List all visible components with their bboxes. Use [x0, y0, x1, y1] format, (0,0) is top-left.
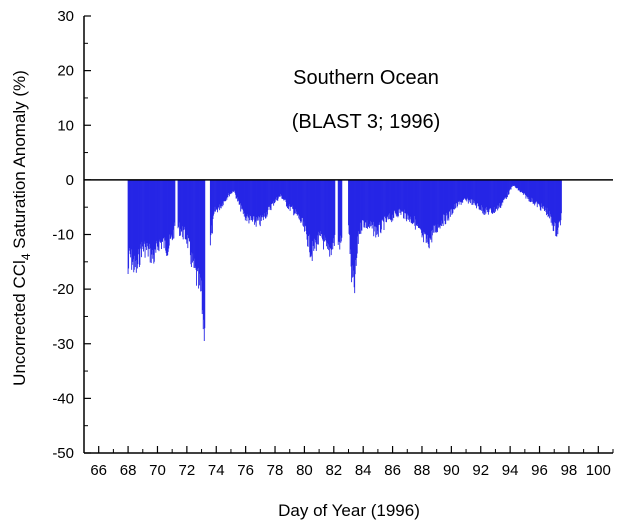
y-tick-label: -50	[52, 445, 74, 462]
chart-subtitle: (BLAST 3; 1996)	[292, 111, 441, 133]
y-tick-label: 30	[57, 8, 74, 25]
x-tick-label: 100	[586, 462, 611, 479]
x-tick-label: 98	[561, 462, 578, 479]
x-tick-label: 88	[414, 462, 431, 479]
x-tick-label: 66	[90, 462, 107, 479]
y-axis-label: Uncorrected CCl4 Saturation Anomaly (%)	[10, 70, 33, 386]
x-tick-label: 78	[267, 462, 284, 479]
bar-series	[127, 179, 562, 342]
y-ticks: -50 -40 -30 -20 -10 0 10 20 30	[52, 8, 91, 462]
x-tick-label: 96	[531, 462, 548, 479]
x-tick-label: 94	[502, 462, 519, 479]
y-tick-label: -30	[52, 336, 74, 353]
chart-title: Southern Ocean	[293, 67, 439, 89]
x-tick-label: 90	[443, 462, 460, 479]
x-ticks: 66 68 70 72 74 76 78 80 82 84 86 88 90 92 94 96 98 100	[90, 446, 614, 479]
y-tick-label: -40	[52, 390, 74, 407]
y-tick-label: -20	[52, 281, 74, 298]
x-tick-label: 84	[355, 462, 372, 479]
x-tick-label: 68	[120, 462, 137, 479]
x-tick-label: 74	[208, 462, 225, 479]
y-tick-label: 20	[57, 63, 74, 80]
y-axis-label-rest: Saturation Anomaly (%)	[10, 70, 29, 253]
y-tick-label: -10	[52, 227, 74, 244]
x-tick-label: 86	[384, 462, 401, 479]
x-tick-label: 72	[179, 462, 196, 479]
y-tick-label: 0	[66, 172, 74, 189]
x-axis-label: Day of Year (1996)	[278, 501, 420, 520]
x-tick-label: 76	[237, 462, 254, 479]
y-axis-label-main: Uncorrected CCl	[10, 260, 29, 386]
x-tick-label: 80	[296, 462, 313, 479]
y-axis-label-subscript: 4	[19, 253, 33, 260]
x-tick-label: 92	[472, 462, 489, 479]
x-tick-label: 70	[149, 462, 166, 479]
y-tick-label: 10	[57, 117, 74, 134]
x-tick-label: 82	[325, 462, 342, 479]
